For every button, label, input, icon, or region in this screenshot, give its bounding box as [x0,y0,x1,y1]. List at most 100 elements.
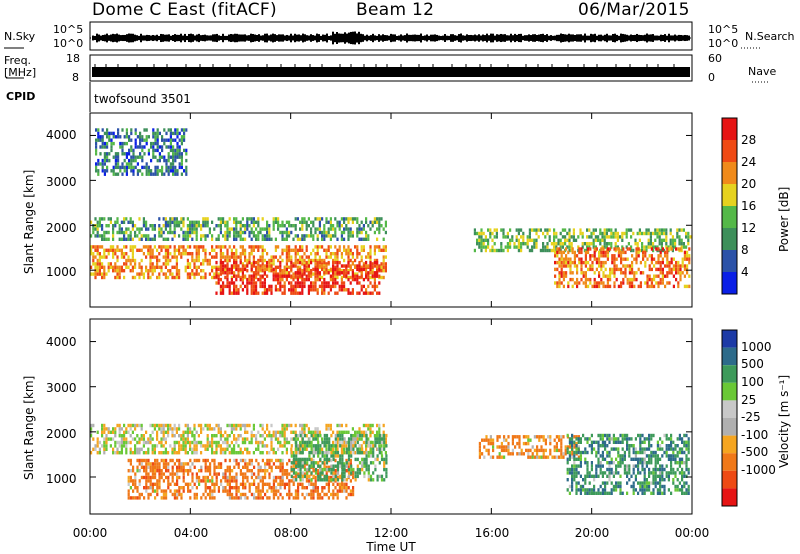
velocity-echo-cell [173,427,176,431]
power-echo-cell [189,227,192,231]
velocity-echo-cell [361,433,364,438]
power-echo-cell [183,131,186,136]
power-echo-cell [303,284,306,289]
power-echo-cell [373,252,376,256]
power-echo-cell [347,227,350,231]
power-echo-cell [576,277,579,282]
power-echo-cell [185,128,188,132]
velocity-echo-cell [369,450,373,455]
power-echo-cell [246,291,249,295]
power-echo-cell [340,252,343,256]
power-echo-cell [174,138,177,142]
velocity-echo-cell [255,437,258,441]
power-echo-cell [164,262,167,266]
freq-spikes [94,64,675,67]
power-echo-cell [642,254,645,258]
power-echo-cell [382,245,385,249]
power-echo-cell [279,277,282,282]
power-echo-cell [140,272,143,276]
velocity-echo-cell [149,465,152,469]
power-echo-cell [153,224,156,228]
power-echo-cell [579,228,582,232]
power-echo-cell [605,235,608,239]
power-echo-cell [162,262,165,266]
power-echo-cell [128,138,131,142]
power-echo-cell [378,227,381,231]
power-echo-cell [164,265,167,269]
velocity-echo-cell [503,438,506,442]
power-echo-cell [217,234,220,238]
velocity-echo-cell [327,475,330,480]
velocity-echo-cell [283,482,286,486]
velocity-echo-cell [339,464,342,468]
velocity-echo-cell [257,496,260,500]
velocity-echo-cell [189,482,192,486]
nsky-sample [196,34,198,42]
velocity-echo-cell [334,474,337,479]
velocity-echo-cell [356,437,359,441]
power-echo-cell [180,220,183,224]
nsky-sample [490,33,492,43]
power-echo-cell [323,281,326,285]
power-echo-cell [169,227,172,231]
velocity-echo-cell [200,430,203,434]
power-echo-cell [106,128,109,132]
power-echo-cell [106,152,109,156]
power-echo-cell [132,152,135,156]
power-echo-cell [266,264,269,268]
power-echo-cell [250,217,253,221]
power-echo-cell [219,224,222,228]
power-echo-cell [571,260,574,265]
nsky-sample [112,33,114,43]
power-echo-cell [235,248,238,252]
velocity-echo-cell [288,486,291,490]
power-echo-cell [112,172,115,176]
power-echo-cell [493,235,496,239]
power-echo-cell [186,262,189,266]
power-echo-cell [567,257,570,261]
power-echo-cell [277,277,280,282]
velocity-echo-cell [360,430,363,434]
power-echo-cell [117,172,120,176]
power-echo-cell [296,281,299,285]
power-echo-cell [233,281,236,285]
power-echo-cell [680,242,683,246]
power-echo-cell [186,258,189,263]
power-echo-cell [96,245,99,249]
velocity-echo-cell [132,465,135,469]
power-cbar-tick-28: 28 [741,133,757,147]
velocity-echo-cell [125,440,128,445]
power-echo-cell [131,265,134,269]
velocity-echo-cell [283,486,286,490]
power-echo-cell [520,242,523,246]
velocity-echo-cell [213,427,216,431]
power-echo-cell [668,271,671,275]
velocity-echo-cell [180,486,183,490]
velocity-echo-cell [321,471,324,475]
power-echo-cell [163,138,166,142]
nsky-sample [508,35,510,41]
power-echo-cell [321,281,324,285]
power-echo-cell [239,284,242,289]
power-echo-cell [609,267,612,272]
power-echo-cell [546,248,549,253]
velocity-echo-cell [332,454,335,458]
power-echo-cell [666,254,669,258]
power-echo-cell [197,248,200,252]
power-echo-cell [274,237,277,241]
power-echo-cell [349,258,352,263]
power-echo-cell [345,271,348,275]
velocity-echo-cell [233,444,236,448]
power-echo-cell [314,277,317,282]
power-echo-cell [579,231,582,236]
power-echo-cell [580,267,583,272]
velocity-echo-cell [193,482,196,486]
power-echo-cell [217,265,220,269]
power-echo-cell [180,245,183,249]
velocity-echo-cell [180,496,183,500]
power-echo-cell [101,165,104,170]
power-echo-cell [160,227,163,231]
velocity-echo-cell [297,492,300,497]
velocity-echo-cell [268,430,271,434]
velocity-echo-cell [356,447,359,451]
